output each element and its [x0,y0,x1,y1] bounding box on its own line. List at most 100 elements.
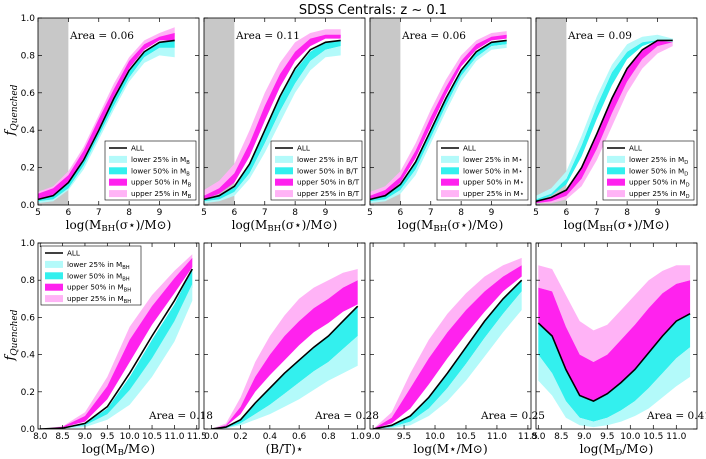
legend-label-lower25: lower 25% in B/T [297,155,358,164]
y-tick-label: 0.8 [21,276,36,286]
legend: ALL lower 25% in M⋆ lower 50% in M⋆ upper 5… [436,140,529,201]
x-tick-label: 7 [262,208,268,218]
x-tick-label: 9 [489,208,495,218]
y-tick-label: 1.0 [21,14,36,24]
x-tick-label: 9 [655,208,661,218]
band-upper50 [373,265,522,429]
legend-swatch-upper50 [441,178,459,186]
y-tick-label: 0.8 [21,51,36,61]
x-tick-label: 8.5 [55,432,69,442]
legend-label-lower50: lower 50% in MD [629,166,688,177]
y-tick-label: 0.6 [21,89,36,99]
legend-label-all: ALL [463,144,476,153]
plot-frame [535,17,698,206]
band-upper25 [40,254,193,429]
y-tick-label: 0.4 [21,126,36,136]
x-tick-label: 9 [323,208,329,218]
x-tick-label: 7 [594,208,600,218]
figure-title: SDSS Centrals: z ~ 0.1 [299,3,447,18]
x-tick-label: 11.5 [518,432,538,442]
area-label: Area = 0.25 [480,410,545,422]
x-axis-label: (B/T)⋆ [266,442,304,456]
legend-label-lower25: lower 25% in M⋆ [463,155,523,164]
x-tick-label: 6 [564,208,570,218]
x-tick-label: 0.0 [204,432,219,442]
x-tick-label: 8.5 [554,432,568,442]
legend-swatch-upper50 [607,178,625,186]
area-label: Area = 0.11 [235,30,300,42]
legend-label-lower50: lower 50% in B/T [297,166,358,175]
legend-swatch-upper25 [441,190,459,198]
legend-label-upper25: upper 25% in MBH [67,294,131,305]
chart-panel-sixth: 0.0 0.2 0.4 0.6 0.8 1.0 (B/T)⋆ Area = 0.28 [203,242,379,456]
band-lower50 [538,313,691,422]
x-tick-label: 0.8 [321,432,336,442]
legend-swatch-lower25 [275,155,293,163]
legend-swatch-upper50 [45,283,63,291]
y-tick-label: 0.6 [21,313,36,323]
chart-panel-first: 5 6 7 8 9 0.0 0.2 0.4 0.6 0.8 1.0 log(MBH(σ⋆)/M⊙) Ar… [21,14,200,234]
x-tick-label: 9.5 [397,432,411,442]
legend-label-all: ALL [297,144,310,153]
x-axis-label: log(MBH(σ⋆)/M⊙) [398,218,504,234]
plot-frame [37,242,200,430]
chart-panel-eighth: 8.0 8.5 9.0 9.5 10.0 10.5 11.0 log(MD/M⊙) Area =… [531,242,706,458]
x-axis-label: log(MBH(σ⋆)/M⊙) [232,218,338,234]
legend-label-upper25: upper 25% in M⋆ [463,189,524,198]
x-tick-label: 0.2 [233,432,247,442]
line-all [370,39,507,201]
legend-swatch-upper25 [109,190,127,198]
band-lower25 [40,283,193,429]
y-tick-label: 1.0 [21,239,36,249]
y-axis-label-bottom: fQuenched [3,309,20,361]
band-upper50 [211,280,358,429]
legend-label-upper50: upper 50% in MB [131,178,192,189]
x-tick-label: 5 [35,208,41,218]
band-upper25 [373,257,522,429]
x-tick-label: 0.6 [292,432,307,442]
legend-swatch-lower25 [441,155,459,163]
legend-swatch-lower25 [109,155,127,163]
band-lower25 [538,347,691,428]
band-upper25 [538,265,691,362]
legend-label-upper25: upper 25% in MB [131,189,192,200]
x-tick-label: 6 [232,208,238,218]
legend-label-all: ALL [131,144,144,153]
panels: 5 6 7 8 9 0.0 0.2 0.4 0.6 0.8 1.0 log(MBH(σ⋆)/M⊙) Ar… [21,14,706,458]
x-tick-label: 9.0 [78,432,93,442]
x-tick-label: 10.5 [142,432,162,442]
x-tick-label: 5 [533,208,539,218]
x-tick-label: 11.5 [187,432,207,442]
x-tick-label: 8 [292,208,298,218]
ylabel-sub: Quenched [10,309,20,355]
x-tick-label: 8 [458,208,464,218]
legend-swatch-lower25 [607,155,625,163]
x-tick-label: 9.5 [100,432,114,442]
line-all [40,268,193,429]
x-tick-label: 11.0 [487,432,507,442]
band-upper50 [536,40,673,204]
x-tick-label: 7 [96,208,102,218]
x-tick-label: 9.5 [600,432,614,442]
y-tick-label: 0.2 [21,388,35,398]
x-axis-label: log(MD/M⊙) [580,442,654,458]
plot-frame [535,242,698,430]
legend-label-upper50: upper 50% in B/T [297,178,360,187]
plot-frame [203,17,366,206]
legend-label-lower50: lower 50% in M⋆ [463,166,523,175]
legend: ALL lower 25% in B/T lower 50% in B/T upper… [270,140,363,201]
legend-swatch-upper50 [109,178,127,186]
legend-swatch-upper25 [275,190,293,198]
chart-panel-seventh: 9.0 9.5 10.0 10.5 11.0 11.5 log(M⋆/M⊙) Area = 0… [366,242,545,456]
x-tick-label: 11.0 [666,432,686,442]
legend-swatch-lower50 [109,167,127,175]
plot-frame [369,242,532,430]
band-lower50 [204,40,341,202]
legend-label-lower50: lower 50% in MBH [67,271,130,282]
legend-swatch-lower25 [45,260,63,268]
legend-swatch-upper50 [275,178,293,186]
